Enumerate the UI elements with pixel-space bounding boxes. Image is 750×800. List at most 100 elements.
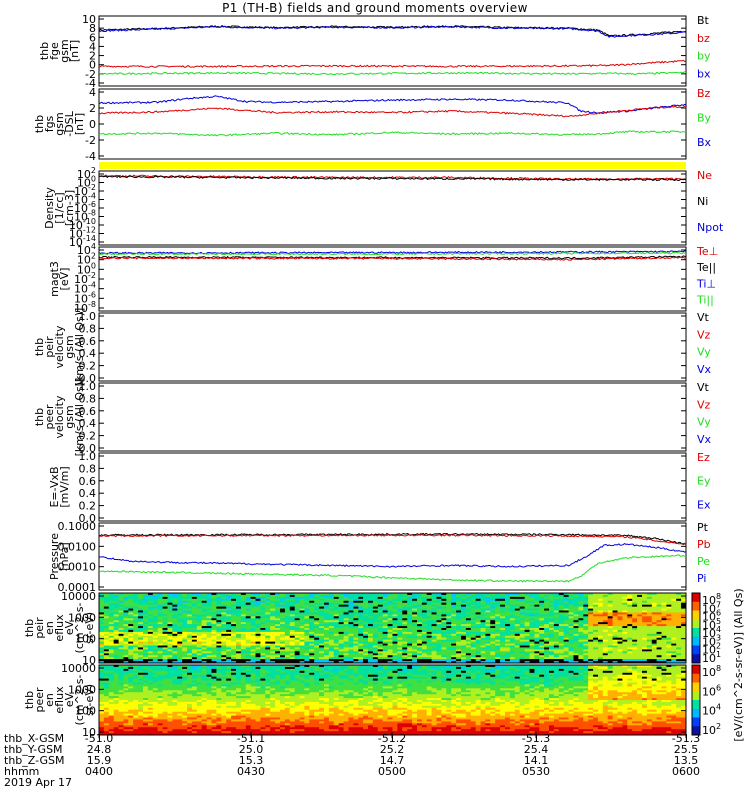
spectrogram-cell [593,649,599,652]
spectrogram-cell [338,594,345,598]
spectrogram-cell [99,643,105,646]
spectrogram-cell [377,598,384,602]
spectrogram-cell [544,651,550,654]
spectrogram-cell [573,616,579,619]
spectrogram-cell [681,647,687,650]
legend-Ey: Ey [697,475,711,488]
spectrogram-cell [358,629,364,633]
spectrogram-cell [661,661,667,664]
spectrogram-cell [534,598,540,602]
spectrogram-cell [544,655,550,658]
spectrogram-cell [152,643,159,646]
legend-Pt: Pt [697,521,709,534]
spectrogram-cell [372,606,379,609]
spectrogram-cell [226,626,232,629]
spectrogram-cell [324,635,330,639]
spectrogram-cell [118,657,124,660]
spectrogram-cell [671,645,677,648]
spectrogram-cell [143,721,149,724]
spectrogram-cell [99,598,105,602]
spectrogram-cell [172,604,178,608]
spectrogram-cell [284,606,291,609]
spectrogram-cell [143,661,149,664]
spectrogram-cell [534,624,540,627]
spectrogram-cell [417,593,423,596]
spectrogram-cell [99,705,105,709]
spectrogram-cell [128,709,134,713]
spectrogram-cell [646,643,653,646]
spectrogram-cell [206,604,212,608]
spectrogram-cell [509,657,516,660]
spectrogram-cell [147,698,154,701]
spectrogram-cell [431,637,437,641]
spectrogram-cell [211,598,217,602]
spectrogram-cell [563,647,570,650]
spectrogram-cell [255,594,261,598]
spectrogram-cell [598,645,604,648]
spectrogram-cell [451,612,457,615]
spectrogram-cell [480,612,486,615]
spectrogram-cell [627,624,633,627]
spectrogram-cell [157,596,164,600]
spectrogram-cell [103,668,110,672]
spectrogram-cell [642,639,648,643]
spectrogram-cell [250,602,256,606]
spectrogram-cell [167,657,173,660]
spectrogram-cell [505,661,511,664]
legend-Vy: Vy [697,346,711,359]
spectrogram-cell [319,651,325,654]
spectrogram-cell [402,626,408,629]
spectrogram-cell [617,655,623,658]
spectrogram-cell [426,641,433,644]
spectrogram-cell [353,641,359,644]
spectrogram-cell [622,645,628,648]
spectrogram-cell [133,631,139,635]
spectrogram-cell [671,659,677,662]
spectrogram-cell [642,606,648,609]
spectrogram-cell [637,629,643,633]
spectrogram-cell [553,622,560,625]
spectrogram-cell [162,643,168,646]
spectrogram-cell [103,696,110,699]
spectrogram-cell [519,594,526,598]
spectrogram-cell [138,733,144,736]
spectrogram-cell [201,618,208,621]
spectrogram-cell [617,600,623,604]
spectrogram-cell [123,701,129,705]
spectrogram-cell [108,600,115,604]
spectrogram-cell [221,596,227,600]
spectrogram-cell [407,610,413,613]
spectrogram-cell [196,610,203,613]
spectrogram-cell [607,593,614,596]
spectrogram-cell [583,604,589,608]
spectrogram-cell [627,645,633,648]
spectrogram-cell [133,643,139,646]
spectrogram-cell [368,657,374,660]
spectrogram-cell [182,657,188,660]
spectrogram-cell [509,661,516,664]
spectrogram-cell [456,618,462,621]
spectrogram-cell [617,620,623,623]
spectrogram-cell [187,651,193,654]
spectrogram-cell [681,598,687,602]
spectrogram-cell [118,688,124,691]
spectrogram-cell [465,600,472,604]
spectrogram-cell [382,645,389,648]
spectrogram-cell [138,688,144,691]
spectrogram-cell [99,629,105,633]
spectrogram-cell [103,659,110,662]
spectrogram-cell [656,653,662,656]
spectrogram-cell [216,598,222,602]
spectrogram-cell [632,608,638,611]
spectrogram-cell [143,696,149,699]
spectrogram-cell [646,653,653,656]
spectrogram-cell [671,593,677,596]
spectrogram-cell [103,705,110,709]
y-axis-label-line: E=-VxB [48,466,61,507]
spectrogram-cell [265,618,271,621]
spectrogram-cell [465,633,472,637]
spectrogram-cell [632,620,638,623]
spectrogram-cell [167,643,173,646]
spectrogram-cell [138,602,144,606]
spectrogram-cell [372,657,379,660]
